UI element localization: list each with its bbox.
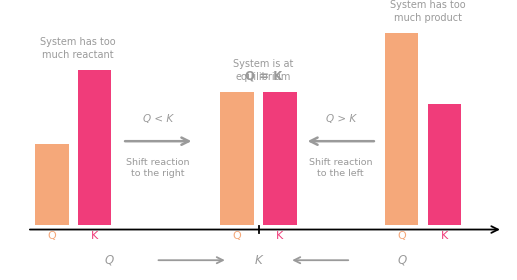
Text: Q: Q [398, 231, 406, 241]
Bar [428, 104, 461, 225]
Text: K: K [255, 254, 262, 267]
Text: System has too
much reactant: System has too much reactant [40, 37, 116, 60]
Text: Q = K: Q = K [245, 35, 282, 82]
Bar [78, 70, 112, 225]
Bar [220, 92, 254, 225]
Bar [35, 144, 69, 225]
Text: Q: Q [105, 254, 114, 267]
Text: Shift reaction
to the left: Shift reaction to the left [309, 158, 373, 178]
Text: K: K [91, 231, 98, 241]
Text: Q > K: Q > K [326, 114, 356, 124]
Bar [385, 33, 418, 225]
Text: System is at
equilibrium: System is at equilibrium [233, 59, 293, 82]
Text: Q: Q [233, 231, 241, 241]
Text: System has too
much product: System has too much product [390, 0, 465, 24]
Text: Q: Q [48, 231, 56, 241]
Text: K: K [276, 231, 283, 241]
Text: Shift reaction
to the right: Shift reaction to the right [127, 158, 190, 178]
Text: K: K [441, 231, 448, 241]
Text: Q < K: Q < K [143, 114, 173, 124]
Bar [263, 92, 297, 225]
Text: Q: Q [398, 254, 407, 267]
